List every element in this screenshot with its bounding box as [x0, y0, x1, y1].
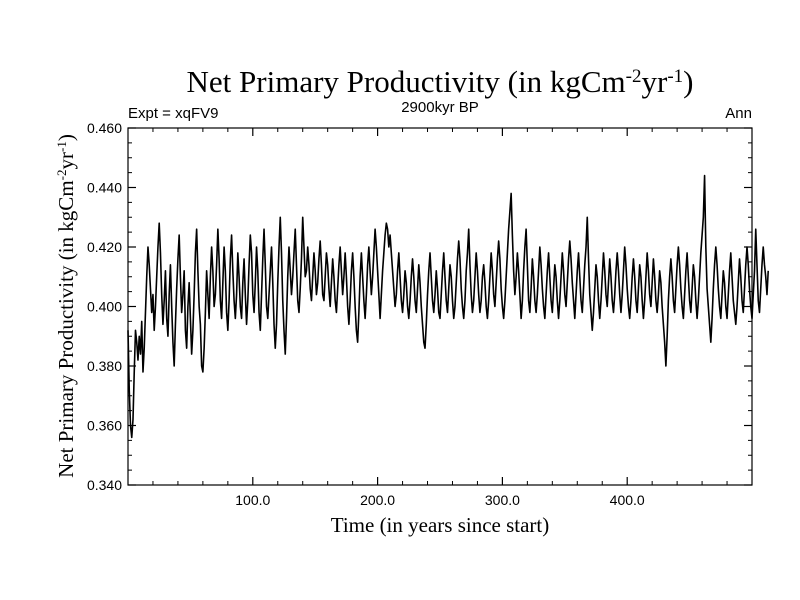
x-axis-label: Time (in years since start) — [331, 513, 550, 537]
subtitle-experiment: Expt = xqFV9 — [128, 105, 218, 122]
y-tick-label: 0.340 — [87, 477, 122, 493]
subtitle-period: 2900kyr BP — [401, 99, 479, 116]
series-line-npp — [127, 174, 770, 439]
y-tick-label: 0.400 — [87, 299, 122, 315]
x-tick-label: 100.0 — [235, 492, 270, 508]
x-tick-label: 300.0 — [485, 492, 520, 508]
x-tick-label: 400.0 — [610, 492, 645, 508]
subtitle-season: Ann — [725, 105, 752, 122]
chart-title: Net Primary Productivity (in kgCm-2yr-1) — [187, 64, 694, 99]
axes-layer: 0.340 0.360 0.380 0.400 0.420 0.440 0.460 100.0… — [87, 120, 752, 508]
plot-frame — [127, 127, 753, 486]
y-tick-label: 0.440 — [87, 180, 122, 196]
y-tick-label: 0.360 — [87, 418, 122, 434]
y-tick-label: 0.460 — [87, 120, 122, 136]
y-tick-label: 0.380 — [87, 358, 122, 374]
x-tick-label: 200.0 — [360, 492, 395, 508]
y-tick-label: 0.420 — [87, 239, 122, 255]
y-axis-label: Net Primary Productivity (in kgCm-2yr-1) — [54, 134, 79, 478]
